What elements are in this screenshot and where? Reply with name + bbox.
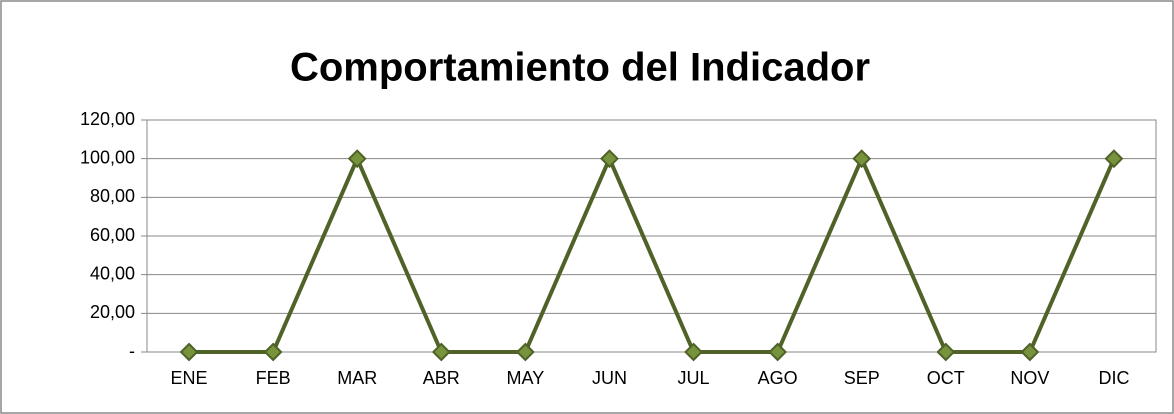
y-tick-label: 80,00 [90, 186, 135, 206]
x-tick-label: ENE [171, 368, 208, 388]
y-tick-label: - [129, 341, 135, 361]
y-tick-label: 20,00 [90, 302, 135, 322]
x-tick-label: JUL [678, 368, 710, 388]
series-line [189, 156, 1116, 354]
y-tick-label: 60,00 [90, 225, 135, 245]
chart-title: Comportamiento del Indicador [290, 46, 870, 90]
x-tick-label: MAY [507, 368, 545, 388]
x-tick-label: MAR [337, 368, 377, 388]
x-tick-label: ABR [423, 368, 460, 388]
data-marker [852, 149, 872, 169]
x-tick-label: FEB [256, 368, 291, 388]
y-tick-label: 120,00 [80, 109, 135, 129]
data-marker [936, 342, 956, 362]
data-marker [431, 342, 451, 362]
x-tick-label: JUN [592, 368, 627, 388]
data-marker [179, 342, 199, 362]
data-marker [1020, 342, 1040, 362]
y-tick-label: 100,00 [80, 147, 135, 167]
data-marker [347, 149, 367, 169]
data-marker [515, 342, 535, 362]
x-tick-label: DIC [1098, 368, 1129, 388]
x-tick-label: AGO [758, 368, 798, 388]
x-tick-label: SEP [844, 368, 880, 388]
data-marker [263, 342, 283, 362]
data-marker [768, 342, 788, 362]
y-tick-label: 40,00 [90, 263, 135, 283]
data-marker [600, 149, 619, 169]
x-tick-label: OCT [927, 368, 965, 388]
x-tick-label: NOV [1010, 368, 1049, 388]
data-marker [1104, 149, 1124, 169]
data-marker [684, 342, 703, 362]
